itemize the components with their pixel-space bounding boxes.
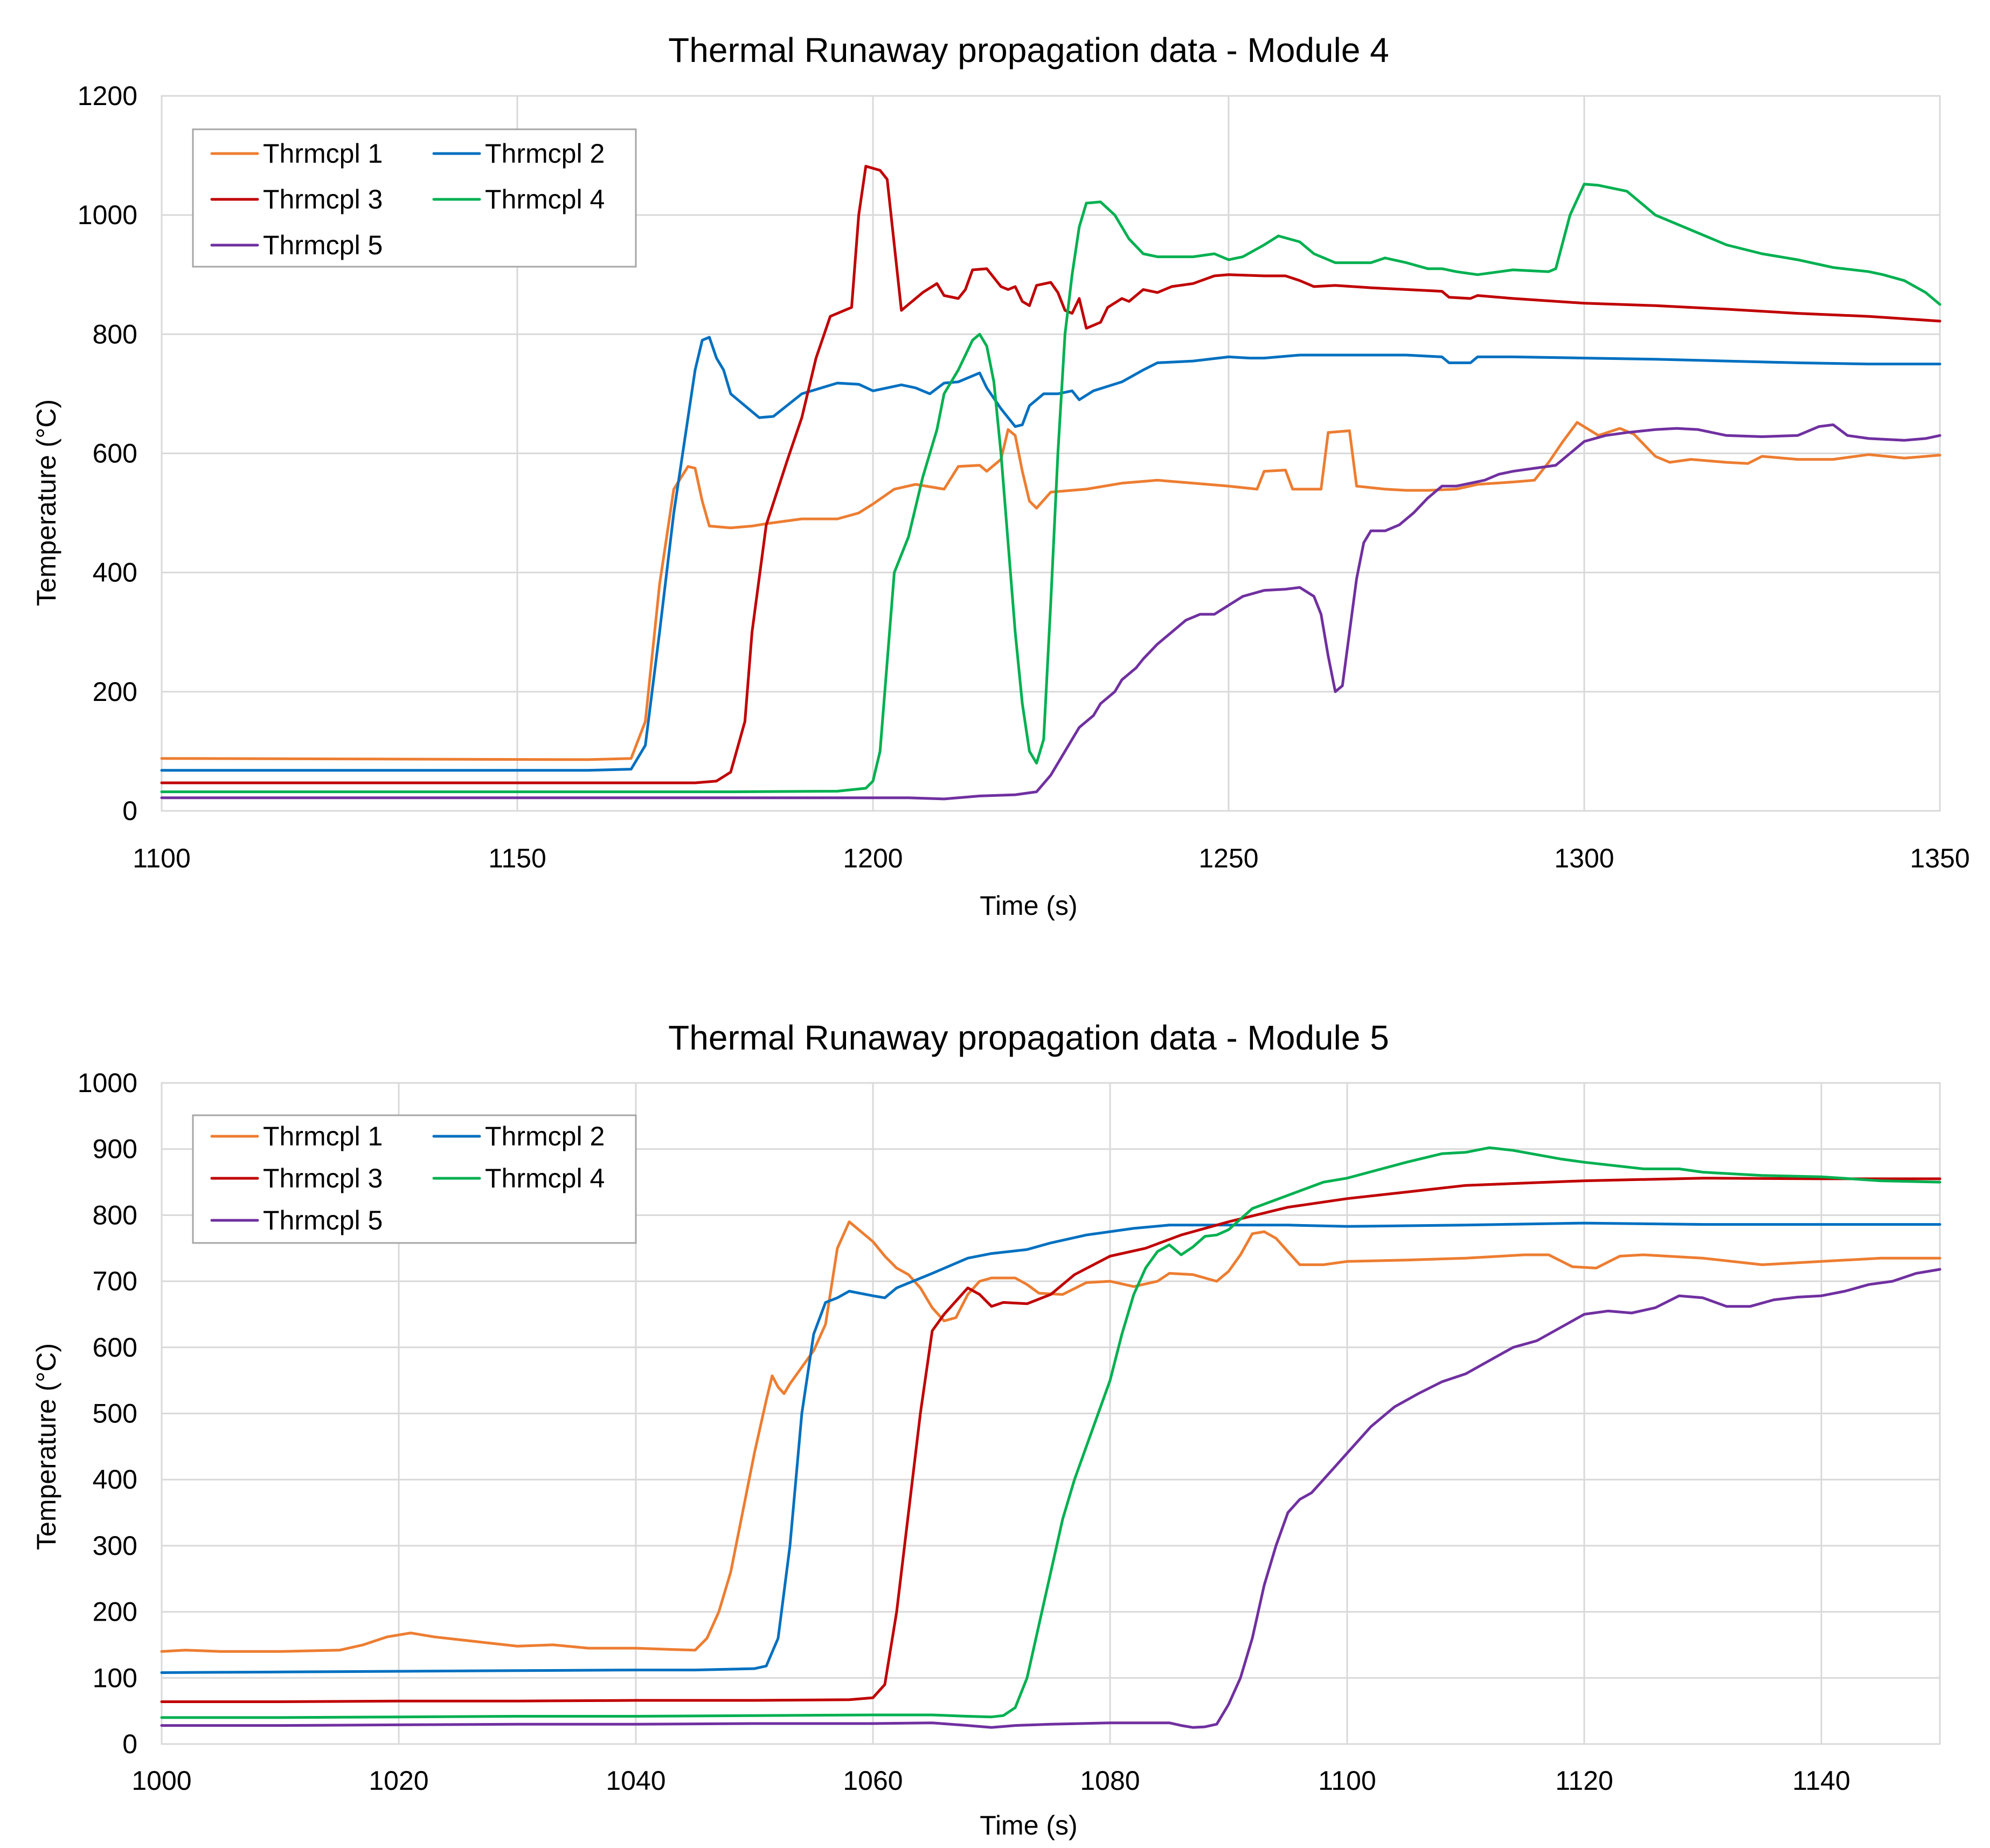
legend-box <box>192 1114 637 1244</box>
chart-title: Thermal Runaway propagation data - Modul… <box>668 1018 1389 1057</box>
y-tick-label: 1200 <box>78 81 137 111</box>
x-tick-label: 1100 <box>1318 1766 1376 1796</box>
y-tick-label: 300 <box>93 1531 137 1561</box>
legend: Thrmcpl 1 Thrmcpl 2 Thrmcpl 3 Thrmcpl 4 Thrm… <box>192 128 637 268</box>
y-tick-label: 800 <box>93 1200 137 1230</box>
y-tick-label: 600 <box>93 1332 137 1363</box>
y-tick-label: 1000 <box>78 200 137 230</box>
x-tick-labels: 1100 1150 1200 1250 1300 1350 <box>133 843 1970 873</box>
series-line-thrmcpl-3 <box>160 165 1942 784</box>
x-tick-label: 1060 <box>843 1766 903 1796</box>
x-tick-label: 1000 <box>131 1766 191 1796</box>
x-tick-label: 1040 <box>606 1766 665 1796</box>
y-tick-label: 0 <box>122 796 137 826</box>
legend-label: Thrmcpl 5 <box>263 230 383 260</box>
series-lines <box>160 165 1942 801</box>
y-axis-label: Temperature (°C) <box>31 399 61 606</box>
y-tick-label: 200 <box>93 1597 137 1627</box>
x-tick-labels: 1000 1020 1040 1060 1080 1100 1120 1140 <box>131 1766 1850 1796</box>
x-axis-label: Time (s) <box>980 891 1077 921</box>
x-tick-label: 1200 <box>843 843 903 873</box>
y-axis-label: Temperature (°C) <box>31 1343 61 1550</box>
x-tick-label: 1250 <box>1198 843 1258 873</box>
x-axis-label: Time (s) <box>980 1810 1077 1840</box>
plot-area <box>161 95 1941 812</box>
y-tick-label: 600 <box>93 439 137 469</box>
series-line-thrmcpl-2 <box>160 336 1942 772</box>
series-line-thrmcpl-3 <box>160 1177 1942 1703</box>
legend-label: Thrmcpl 2 <box>485 138 605 169</box>
plot-area <box>161 1082 1941 1745</box>
chart-module-4: Thermal Runaway propagation data - Modul… <box>31 31 1970 921</box>
y-tick-label: 100 <box>93 1663 137 1693</box>
series-lines <box>160 1146 1942 1729</box>
y-tick-label: 500 <box>93 1399 137 1429</box>
y-tick-label: 700 <box>93 1266 137 1296</box>
series-line-thrmcpl-4 <box>160 1146 1942 1719</box>
legend-label: Thrmcpl 1 <box>263 138 383 169</box>
y-tick-label: 1000 <box>78 1068 137 1098</box>
y-tick-label: 0 <box>122 1729 137 1759</box>
y-tick-label: 400 <box>93 1464 137 1495</box>
y-tick-labels: 0 100 200 300 400 500 600 700 800 900 1000 <box>78 1068 137 1759</box>
y-tick-label: 900 <box>93 1134 137 1164</box>
x-tick-label: 1300 <box>1554 843 1614 873</box>
y-tick-label: 400 <box>93 558 137 588</box>
series-line-thrmcpl-5 <box>160 1268 1942 1729</box>
x-tick-label: 1350 <box>1910 843 1970 873</box>
x-tick-label: 1150 <box>488 843 546 873</box>
legend-label: Thrmcpl 3 <box>263 184 383 214</box>
legend-label: Thrmcpl 4 <box>485 184 605 214</box>
x-tick-label: 1020 <box>369 1766 428 1796</box>
x-tick-label: 1100 <box>133 843 191 873</box>
legend-label: Thrmcpl 3 <box>263 1163 383 1193</box>
series-line-thrmcpl-5 <box>160 423 1942 801</box>
legend: Thrmcpl 1 Thrmcpl 2 Thrmcpl 3 Thrmcpl 4 Thrm… <box>192 1114 637 1244</box>
series-line-thrmcpl-2 <box>160 1221 1942 1674</box>
legend-label: Thrmcpl 1 <box>263 1121 383 1151</box>
legend-box <box>192 128 637 268</box>
chart-module-5: Thermal Runaway propagation data - Modul… <box>31 1018 1942 1840</box>
x-tick-label: 1140 <box>1792 1766 1850 1796</box>
series-line-thrmcpl-1 <box>160 1220 1942 1653</box>
legend-label: Thrmcpl 5 <box>263 1205 383 1235</box>
legend-label: Thrmcpl 4 <box>485 1163 605 1193</box>
x-tick-label: 1080 <box>1080 1766 1140 1796</box>
series-line-thrmcpl-4 <box>160 183 1942 794</box>
y-tick-label: 800 <box>93 319 137 349</box>
chart-title: Thermal Runaway propagation data - Modul… <box>668 31 1389 70</box>
x-tick-label: 1120 <box>1555 1766 1613 1796</box>
y-tick-label: 200 <box>93 677 137 707</box>
legend-label: Thrmcpl 2 <box>485 1121 605 1151</box>
y-tick-labels: 0 200 400 600 800 1000 1200 <box>78 81 137 826</box>
